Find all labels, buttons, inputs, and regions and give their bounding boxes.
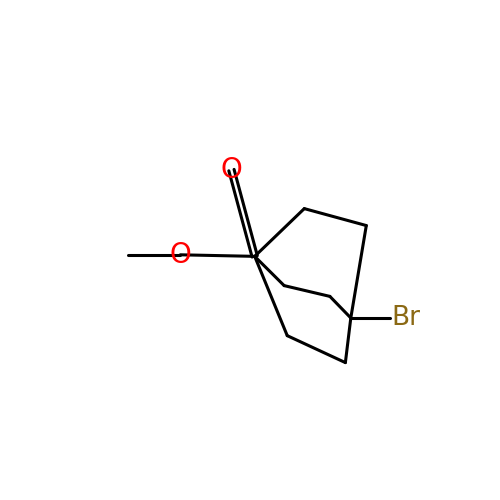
Text: O: O [220, 156, 242, 184]
Text: Br: Br [391, 305, 420, 331]
Text: O: O [170, 241, 191, 269]
